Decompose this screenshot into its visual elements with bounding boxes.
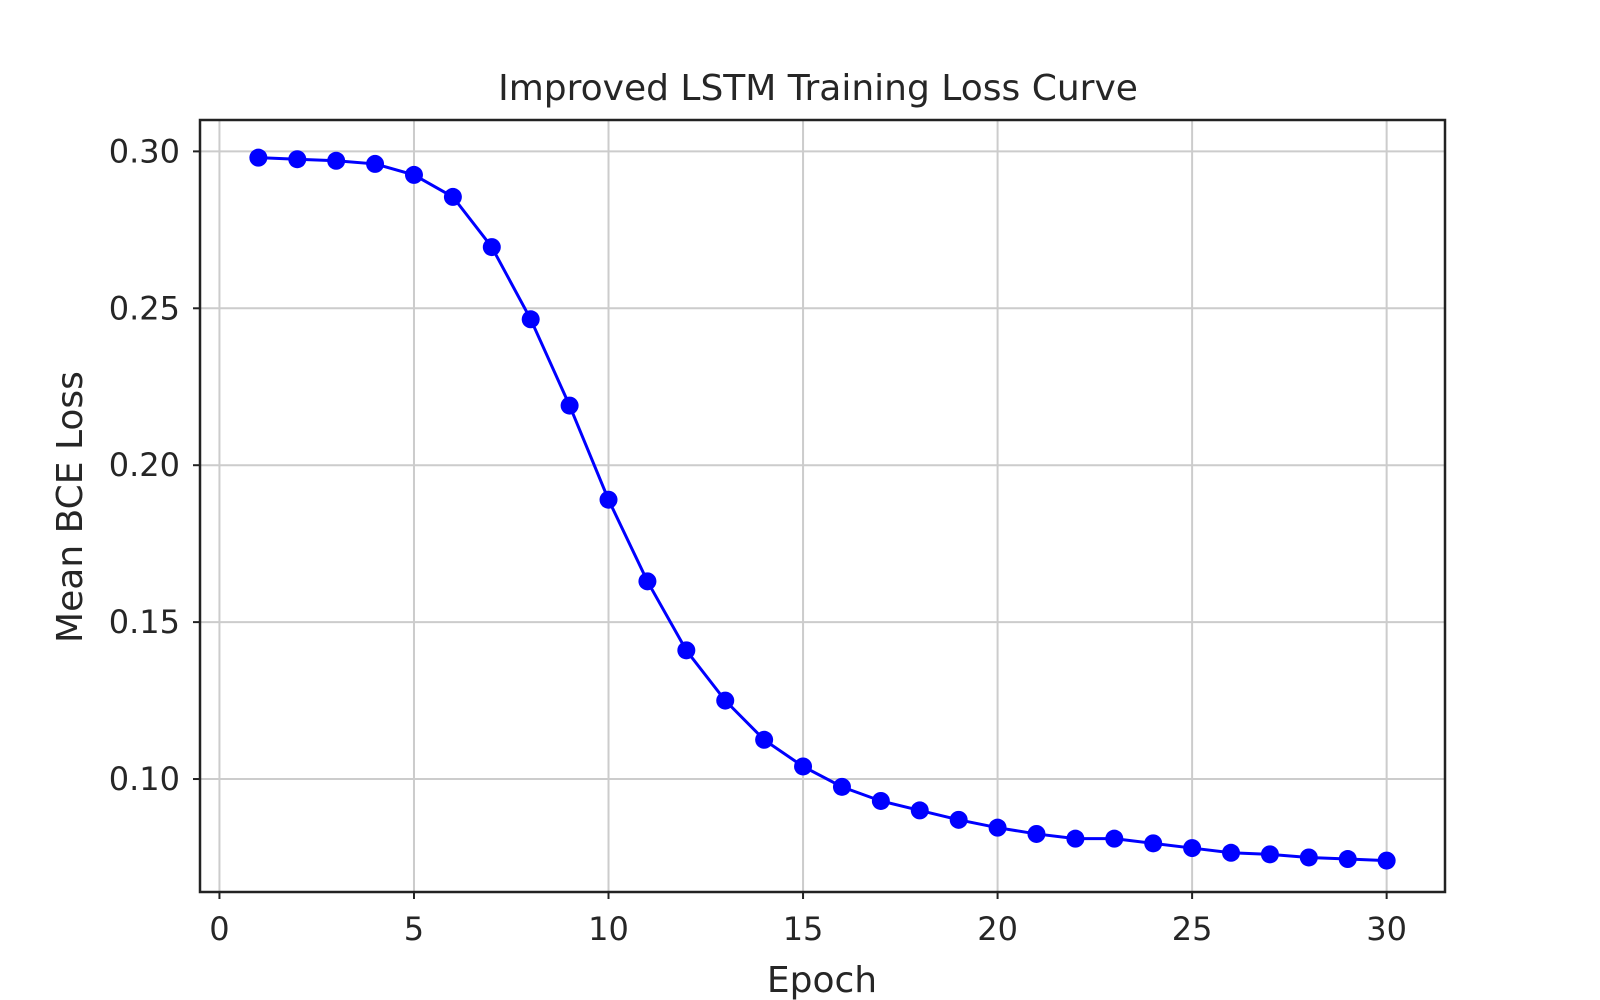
x-tick-label: 25 [1172,910,1213,948]
x-tick-label: 20 [977,910,1018,948]
x-tick-label: 5 [404,910,424,948]
loss-point [1144,834,1163,853]
loss-point [638,572,657,591]
loss-point [288,150,307,169]
x-tick-label: 30 [1366,910,1407,948]
loss-point [482,238,501,257]
loss-point [677,641,696,660]
y-tick-label: 0.25 [109,289,180,327]
loss-point [1105,829,1124,848]
loss-point [443,187,462,206]
x-tick-label: 10 [588,910,629,948]
loss-point [1222,843,1241,862]
y-tick-label: 0.20 [109,446,180,484]
loss-point [404,165,423,184]
plot-area-frame [198,118,1447,894]
loss-series-line [258,156,1387,863]
y-axis-label: Mean BCE Loss [50,371,91,643]
loss-point [794,757,813,776]
loss-point [871,791,890,810]
loss-point [755,730,774,749]
y-tick-label: 0.30 [109,132,180,170]
loss-point [521,310,540,329]
series-layer [249,148,1396,870]
loss-point [327,151,346,170]
loss-point [599,490,618,509]
loss-point [1027,824,1046,843]
loss-point [910,801,929,820]
loss-point [832,777,851,796]
x-tick-label: 15 [783,910,824,948]
y-tick-label: 0.10 [109,760,180,798]
loss-point [1183,839,1202,858]
x-axis-label: Epoch [767,960,877,1000]
loss-point [716,691,735,710]
loss-point [1377,851,1396,870]
loss-point [1260,845,1279,864]
y-tick-label: 0.15 [109,603,180,641]
loss-point [560,396,579,415]
grid-layer [200,120,1445,892]
loss-point [1338,850,1357,869]
loss-point [249,148,268,167]
loss-point [366,154,385,173]
x-tick-label: 0 [209,910,229,948]
loss-point [988,818,1007,837]
loss-point [1299,848,1318,867]
tick-layer: 0 5 10 15 20 25 30 0.10 0.15 0.20 0.25 0.30 [109,132,1407,948]
loss-point [949,810,968,829]
chart-title: Improved LSTM Training Loss Curve [498,68,1138,109]
loss-point [1066,829,1085,848]
